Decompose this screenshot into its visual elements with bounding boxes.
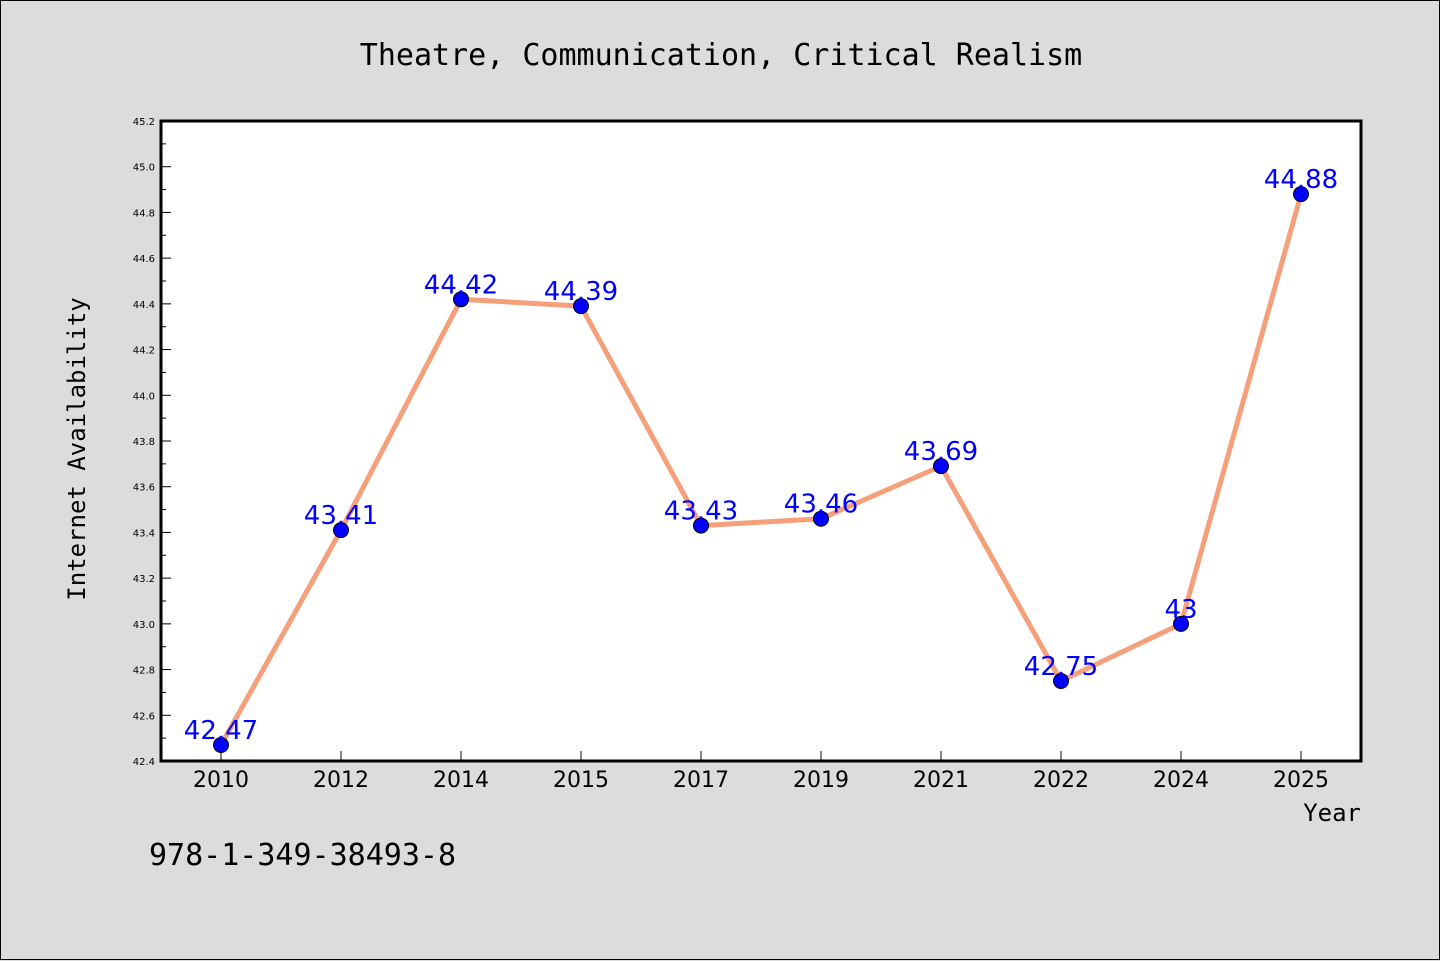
data-label: 44.39 bbox=[544, 277, 618, 307]
x-tick-label: 2012 bbox=[313, 768, 369, 793]
data-point bbox=[813, 510, 829, 527]
y-tick-label: 43.6 bbox=[133, 483, 155, 494]
y-tick-label: 43.4 bbox=[133, 528, 155, 539]
y-axis-ticks: 42.4 42.6 42.8 43.0 43.2 43.4 43.6 43.8 44.0 44.2… bbox=[133, 117, 171, 768]
y-tick-label: 42.4 bbox=[133, 757, 155, 768]
x-tick-label: 2025 bbox=[1273, 768, 1329, 793]
data-point bbox=[573, 298, 589, 315]
data-point bbox=[453, 291, 469, 308]
x-tick-label: 2014 bbox=[433, 768, 489, 793]
isbn-note: 978-1-349-38493-8 bbox=[149, 838, 456, 873]
y-tick-label: 45.2 bbox=[133, 117, 155, 128]
x-tick-label: 2015 bbox=[553, 768, 609, 793]
data-label: 43.46 bbox=[784, 490, 858, 520]
y-tick-label: 42.8 bbox=[133, 666, 155, 677]
data-label: 43.43 bbox=[664, 497, 738, 527]
data-point bbox=[333, 522, 349, 539]
x-tick-label: 2019 bbox=[793, 768, 849, 793]
data-point bbox=[1173, 615, 1189, 632]
data-label: 42.75 bbox=[1024, 652, 1098, 682]
data-point bbox=[1293, 186, 1309, 203]
data-point bbox=[933, 458, 949, 475]
x-tick-label: 2024 bbox=[1153, 768, 1209, 793]
x-tick-label: 2022 bbox=[1033, 768, 1089, 793]
data-label: 43 bbox=[1164, 595, 1197, 625]
x-axis-title: Year bbox=[1303, 799, 1361, 827]
data-point bbox=[1053, 673, 1069, 689]
y-tick-label: 44.6 bbox=[133, 254, 155, 265]
data-label: 43.69 bbox=[904, 437, 978, 467]
data-label: 43.41 bbox=[304, 501, 378, 531]
x-axis-ticks: 2010 2012 2014 2015 2017 2019 2021 2022 2024 2025 bbox=[193, 751, 1329, 793]
series-line bbox=[218, 193, 1304, 747]
y-tick-label: 44.2 bbox=[133, 346, 155, 357]
y-tick-label: 44.0 bbox=[133, 391, 155, 402]
y-tick-label: 43.8 bbox=[133, 437, 155, 448]
series-group: 42.47 43.41 44.42 44.39 43.43 43.46 43.69 42.75… bbox=[184, 165, 1338, 753]
data-point bbox=[213, 737, 229, 753]
x-tick-label: 2021 bbox=[913, 768, 969, 793]
plot-area bbox=[161, 121, 1361, 761]
data-point bbox=[693, 517, 709, 534]
data-label: 44.42 bbox=[424, 270, 498, 300]
y-tick-label: 45.0 bbox=[133, 163, 155, 174]
x-tick-label: 2017 bbox=[673, 768, 729, 793]
y-tick-label: 43.2 bbox=[133, 574, 155, 585]
x-tick-label: 2010 bbox=[193, 768, 249, 793]
data-label: 42.47 bbox=[184, 716, 258, 746]
y-axis-title: Internet Availability bbox=[63, 297, 91, 600]
plot-border bbox=[159, 119, 1363, 763]
y-tick-label: 44.4 bbox=[133, 300, 155, 311]
y-tick-label: 44.8 bbox=[133, 208, 155, 219]
y-tick-label: 43.0 bbox=[133, 620, 155, 631]
chart-title: Theatre, Communication, Critical Realism bbox=[360, 38, 1082, 73]
data-label: 44.88 bbox=[1264, 165, 1338, 195]
y-tick-label: 42.6 bbox=[133, 711, 155, 722]
